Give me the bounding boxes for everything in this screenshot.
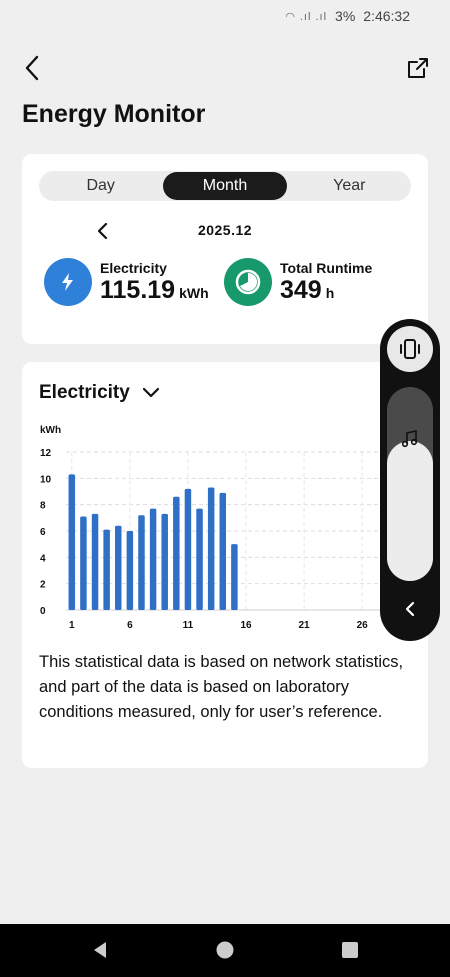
electricity-value: 115.19 xyxy=(100,275,176,304)
chevron-down-icon xyxy=(142,387,159,398)
metric-dropdown-label: Electricity xyxy=(39,382,130,403)
chart-card: Electricity kWh 0 2 4 6 8 10 12 1 6 11 16 21 26 This … xyxy=(22,362,428,768)
bar-day-2 xyxy=(80,516,87,610)
collapse-chevron-icon[interactable] xyxy=(398,597,422,621)
tab-month[interactable]: Month xyxy=(163,172,287,200)
runtime-unit: h xyxy=(325,284,335,301)
clock-icon xyxy=(224,258,272,306)
tab-year[interactable]: Year xyxy=(333,177,366,194)
status-bar: ◠ .ıl .ıl 3% 2:46:32 xyxy=(285,8,410,24)
bar-day-6 xyxy=(126,531,134,610)
previous-period-icon[interactable] xyxy=(92,220,114,242)
date-navigator: 2025.12 xyxy=(22,218,428,242)
bar-day-5 xyxy=(115,525,122,610)
y-tick-label: 10 xyxy=(40,474,52,485)
runtime-stat: Total Runtime 349 h xyxy=(224,258,372,306)
electricity-stat: Electricity 115.19 kWh xyxy=(44,258,209,306)
electricity-label: Electricity xyxy=(100,259,167,276)
y-tick-label: 12 xyxy=(40,448,52,459)
summary-card: Day Month Year 2025.12 Electricity 115.1… xyxy=(22,154,428,344)
wifi-signal-icon: ◠ .ıl .ıl xyxy=(285,10,328,23)
x-tick-label: 21 xyxy=(299,620,311,631)
y-tick-label: 8 xyxy=(40,501,46,512)
vibrate-button[interactable] xyxy=(387,326,433,372)
metric-dropdown[interactable]: Electricity xyxy=(39,382,160,404)
x-tick-label: 26 xyxy=(357,620,369,631)
share-icon xyxy=(408,58,428,78)
bar-day-7 xyxy=(138,515,145,610)
clock: 2:46:32 xyxy=(363,8,410,24)
lightning-icon xyxy=(44,258,92,306)
y-tick-label: 0 xyxy=(40,606,46,617)
current-period: 2025.12 xyxy=(197,222,253,238)
x-tick-label: 11 xyxy=(183,620,194,631)
bar-day-15 xyxy=(231,544,238,610)
runtime-value: 349 xyxy=(280,275,322,304)
bar-day-8 xyxy=(149,508,157,610)
page-title: Energy Monitor xyxy=(22,100,206,128)
battery-text: 3% xyxy=(335,8,356,24)
electricity-unit: kWh xyxy=(179,284,209,301)
floating-volume-panel xyxy=(380,319,440,641)
y-tick-label: 6 xyxy=(40,527,46,538)
bar-day-13 xyxy=(207,487,215,610)
back-button[interactable] xyxy=(16,52,48,84)
nav-back-icon[interactable] xyxy=(90,940,110,960)
bar-day-12 xyxy=(196,508,203,610)
y-tick-label: 4 xyxy=(40,553,46,564)
bar-day-14 xyxy=(219,492,227,610)
bar-day-3 xyxy=(91,513,99,610)
tab-day[interactable]: Day xyxy=(86,177,115,194)
y-tick-label: 2 xyxy=(40,580,46,591)
disclaimer-text: This statistical data is based on networ… xyxy=(39,653,404,721)
bar-day-4 xyxy=(103,529,110,610)
runtime-label: Total Runtime xyxy=(280,259,373,276)
system-navigation-bar xyxy=(0,924,450,977)
chevron-left-icon xyxy=(25,55,39,81)
nav-recents-icon[interactable] xyxy=(340,940,360,960)
x-tick-label: 1 xyxy=(69,620,75,631)
x-tick-label: 16 xyxy=(240,620,252,631)
vibrate-icon xyxy=(400,339,420,359)
share-button[interactable] xyxy=(402,52,434,84)
bar-day-9 xyxy=(161,513,168,610)
volume-slider-fill xyxy=(387,441,433,581)
period-segmented-control: Day Month Year xyxy=(39,171,411,201)
nav-home-icon[interactable] xyxy=(215,940,235,960)
bar-day-11 xyxy=(184,488,192,610)
y-axis-unit-label: kWh xyxy=(40,425,61,436)
bar-day-10 xyxy=(173,496,180,610)
x-tick-label: 6 xyxy=(127,620,133,631)
music-note-icon xyxy=(401,430,418,448)
bar-day-1 xyxy=(68,474,76,610)
